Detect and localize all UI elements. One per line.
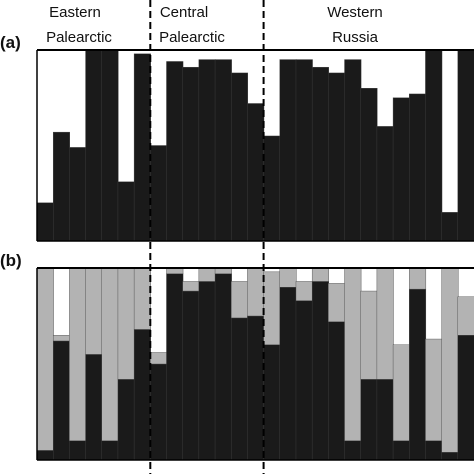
panel-label-a: (a) bbox=[0, 33, 21, 52]
region-label-central-line2: Palearctic bbox=[159, 29, 225, 46]
bar-a-2-cluster-1 bbox=[52, 131, 70, 242]
bar-a-26-cluster-1 bbox=[441, 212, 459, 242]
bar-b-7-cluster-1 bbox=[133, 329, 151, 461]
bar-a-4-cluster-1 bbox=[85, 49, 103, 242]
bar-b-14-cluster-2 bbox=[247, 267, 265, 317]
bar-b-4-cluster-1 bbox=[85, 354, 103, 461]
bar-a-18-cluster-1 bbox=[311, 66, 329, 242]
bar-a-10-cluster-1 bbox=[182, 66, 200, 242]
bar-b-13-cluster-1 bbox=[231, 317, 249, 461]
region-label-eastern-line1: Eastern bbox=[49, 4, 101, 21]
bar-a-6-cluster-1 bbox=[117, 181, 135, 242]
bar-b-11-cluster-2 bbox=[198, 267, 216, 282]
bar-b-1-cluster-2 bbox=[36, 267, 54, 451]
bar-a-17-cluster-1 bbox=[295, 59, 313, 242]
bar-b-2-cluster-2 bbox=[52, 335, 70, 342]
bar-b-26-cluster-2 bbox=[441, 267, 459, 453]
bar-a-11-cluster-1 bbox=[198, 59, 216, 242]
bar-b-15-cluster-2 bbox=[263, 271, 281, 345]
bar-b-6-cluster-1 bbox=[117, 379, 135, 461]
bar-b-23-cluster-2 bbox=[392, 344, 410, 441]
bar-b-5-cluster-2 bbox=[101, 267, 119, 442]
region-label-western-line1: Western bbox=[327, 4, 383, 21]
bar-a-12-cluster-1 bbox=[214, 59, 232, 242]
bar-b-25-cluster-1 bbox=[425, 440, 443, 461]
region-label-eastern-line2: Palearctic bbox=[46, 29, 112, 46]
panel-b-plot bbox=[36, 267, 474, 461]
bar-a-14-cluster-1 bbox=[247, 103, 265, 242]
bar-b-21-cluster-2 bbox=[360, 290, 378, 380]
bar-b-27-cluster-1 bbox=[457, 335, 474, 461]
bar-b-6-cluster-2 bbox=[117, 267, 135, 380]
bar-b-18-cluster-1 bbox=[311, 281, 329, 461]
bar-b-19-cluster-2 bbox=[328, 283, 346, 322]
bar-a-23-cluster-1 bbox=[392, 97, 410, 242]
bar-b-12-cluster-1 bbox=[214, 273, 232, 461]
panel-a-plot bbox=[36, 49, 474, 242]
bar-a-8-cluster-1 bbox=[150, 145, 168, 242]
bar-a-22-cluster-1 bbox=[376, 126, 394, 242]
bar-b-9-cluster-1 bbox=[166, 273, 184, 461]
bar-b-16-cluster-2 bbox=[279, 267, 297, 288]
bar-a-3-cluster-1 bbox=[69, 147, 87, 242]
bar-b-3-cluster-1 bbox=[69, 440, 87, 461]
region-label-central-line1: Central bbox=[160, 4, 208, 21]
bar-b-7-cluster-2 bbox=[133, 267, 151, 330]
bar-b-13-cluster-2 bbox=[231, 281, 249, 319]
bar-b-27-cluster-2 bbox=[457, 296, 474, 336]
bar-a-25-cluster-1 bbox=[425, 49, 443, 242]
bar-b-2-cluster-1 bbox=[52, 340, 70, 461]
bar-b-20-cluster-2 bbox=[344, 267, 362, 442]
bar-a-1-cluster-1 bbox=[36, 202, 54, 242]
bar-b-19-cluster-1 bbox=[328, 321, 346, 461]
bar-a-24-cluster-1 bbox=[409, 93, 427, 242]
bar-b-8-cluster-2 bbox=[150, 352, 168, 365]
region-label-western-line2: Russia bbox=[332, 29, 379, 46]
bar-b-20-cluster-1 bbox=[344, 440, 362, 461]
bar-b-10-cluster-2 bbox=[182, 281, 200, 292]
bar-a-16-cluster-1 bbox=[279, 59, 297, 242]
bar-a-15-cluster-1 bbox=[263, 135, 281, 242]
bar-b-22-cluster-1 bbox=[376, 379, 394, 461]
bar-b-11-cluster-1 bbox=[198, 281, 216, 461]
bar-b-17-cluster-2 bbox=[295, 281, 313, 301]
bar-a-27-cluster-1 bbox=[457, 49, 474, 242]
bar-b-22-cluster-2 bbox=[376, 267, 394, 380]
bar-a-7-cluster-1 bbox=[133, 53, 151, 242]
bar-b-14-cluster-1 bbox=[247, 315, 265, 461]
bar-b-17-cluster-1 bbox=[295, 300, 313, 461]
bar-b-24-cluster-1 bbox=[409, 288, 427, 461]
bar-b-3-cluster-2 bbox=[69, 267, 87, 442]
bar-b-18-cluster-2 bbox=[311, 267, 329, 282]
bar-b-21-cluster-1 bbox=[360, 379, 378, 461]
bar-b-26-cluster-1 bbox=[441, 452, 459, 461]
bar-a-9-cluster-1 bbox=[166, 61, 184, 242]
bar-a-5-cluster-1 bbox=[101, 49, 119, 242]
bar-b-15-cluster-1 bbox=[263, 344, 281, 461]
bar-b-1-cluster-1 bbox=[36, 450, 54, 461]
bar-b-5-cluster-1 bbox=[101, 440, 119, 461]
bar-b-25-cluster-2 bbox=[425, 338, 443, 442]
region-dividers bbox=[149, 0, 265, 474]
bar-b-10-cluster-1 bbox=[182, 290, 200, 461]
bar-a-13-cluster-1 bbox=[231, 72, 249, 242]
bar-b-8-cluster-1 bbox=[150, 363, 168, 461]
bar-b-4-cluster-2 bbox=[85, 267, 103, 355]
bar-b-23-cluster-1 bbox=[392, 440, 410, 461]
bar-b-24-cluster-2 bbox=[409, 267, 427, 290]
region-labels: Eastern Palearctic Central Palearctic We… bbox=[46, 4, 383, 46]
panel-label-b: (b) bbox=[0, 251, 22, 270]
bar-a-20-cluster-1 bbox=[344, 59, 362, 242]
bar-a-21-cluster-1 bbox=[360, 87, 378, 242]
bar-a-19-cluster-1 bbox=[328, 72, 346, 242]
bar-b-16-cluster-1 bbox=[279, 287, 297, 461]
